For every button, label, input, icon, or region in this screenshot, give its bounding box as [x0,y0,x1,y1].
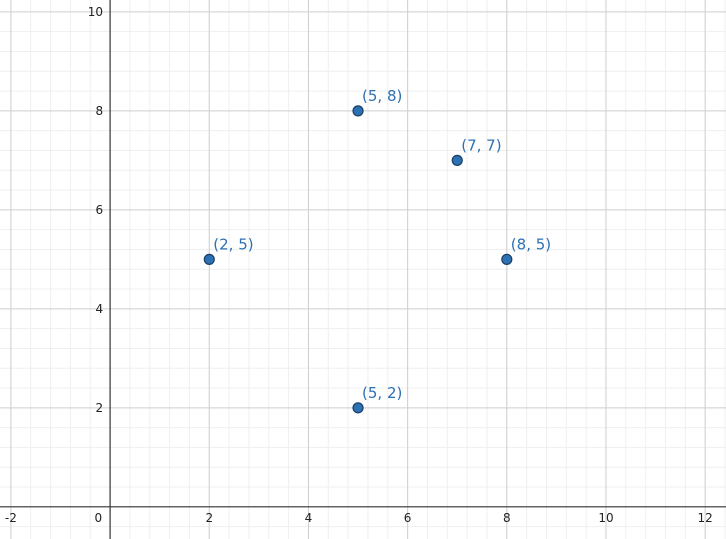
point [501,253,513,265]
point [352,402,364,414]
point [352,105,364,117]
point-label: (5, 8) [362,87,402,105]
point-label: (5, 2) [362,384,402,402]
x-tick-label: 8 [503,511,511,525]
x-tick-label: 0 [94,511,102,525]
y-tick-label: 2 [95,401,103,415]
x-tick-label: -2 [5,511,17,525]
y-tick-label: 8 [95,104,103,118]
x-tick-label: 6 [404,511,412,525]
point-label: (8, 5) [511,235,551,253]
y-tick-label: 6 [95,203,103,217]
point-label: (2, 5) [213,235,253,253]
y-tick-label: 10 [88,5,103,19]
x-tick-label: 12 [698,511,713,525]
point-label: (7, 7) [461,136,501,154]
point [203,253,215,265]
x-tick-label: 4 [305,511,313,525]
y-tick-label: 4 [95,302,103,316]
x-tick-label: 10 [598,511,613,525]
x-tick-label: 2 [205,511,213,525]
point [451,154,463,166]
